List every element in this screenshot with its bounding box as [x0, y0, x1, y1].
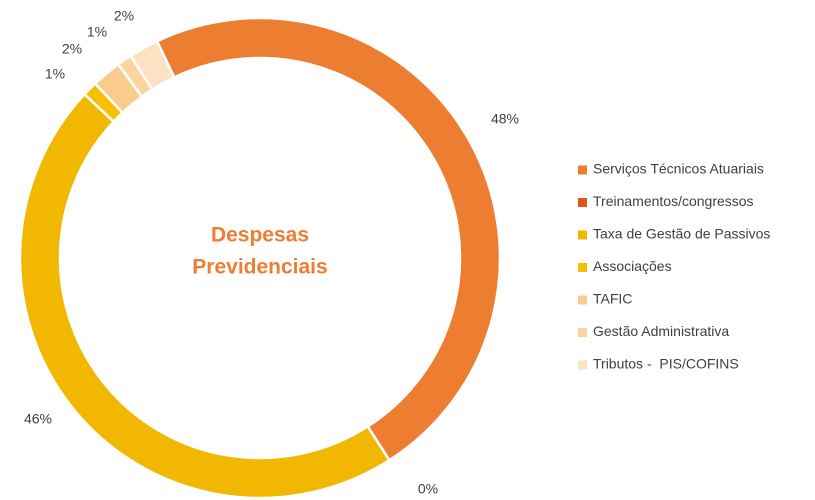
donut-slice	[128, 39, 176, 92]
legend-swatch	[578, 295, 587, 305]
legend-swatch	[578, 230, 587, 240]
data-label: 48%	[491, 111, 519, 127]
legend-swatch	[578, 263, 587, 272]
legend-label: Associações	[593, 258, 672, 274]
legend-label: Serviços Técnicos Atuariais	[593, 161, 764, 177]
data-label: 46%	[24, 411, 52, 427]
legend-swatch	[578, 360, 587, 370]
chart-title: Previdenciais	[192, 256, 327, 279]
legend-swatch	[578, 328, 587, 337]
donut-slice	[18, 92, 392, 500]
legend-label: Taxa de Gestão de Passivos	[593, 226, 770, 242]
data-label: 1%	[45, 66, 65, 82]
legend-label: Tributos - PIS/COFINS	[593, 356, 739, 372]
data-label: 1%	[87, 24, 107, 40]
legend-label: Treinamentos/congressos	[593, 193, 754, 209]
donut-slice	[155, 16, 502, 462]
legend-swatch	[578, 165, 587, 175]
data-label: 2%	[62, 41, 82, 57]
chart-title: Despesas	[211, 224, 309, 247]
data-label: 2%	[114, 8, 134, 24]
legend-label: Gestão Administrativa	[593, 323, 729, 339]
legend-label: TAFIC	[593, 291, 632, 307]
legend-swatch	[578, 198, 587, 207]
data-label: 0%	[418, 481, 438, 497]
